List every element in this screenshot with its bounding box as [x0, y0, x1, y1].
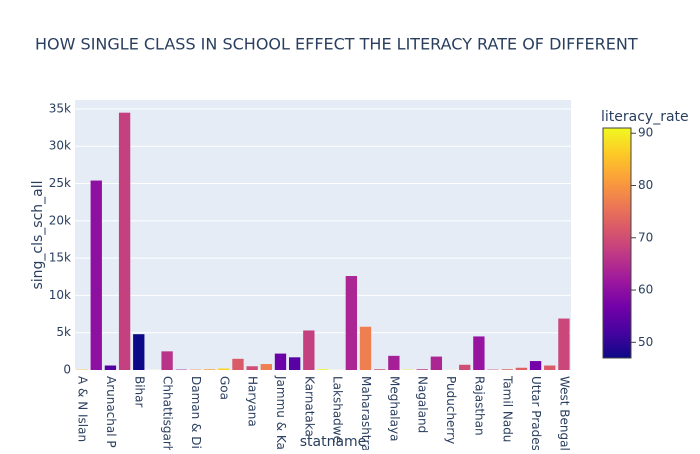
- colorbar-title: literacy_rate: [601, 109, 689, 125]
- y-tick-label: 20k: [49, 213, 71, 227]
- x-tick-label: Arunachal P: [104, 376, 118, 448]
- bar: [317, 369, 328, 370]
- x-tick-label: Uttar Prades: [529, 376, 543, 450]
- bar: [261, 364, 272, 370]
- x-tick-label: Haryana: [246, 376, 260, 427]
- y-tick-label: 10k: [49, 288, 71, 302]
- x-tick-label: Goa: [217, 376, 231, 400]
- bar: [218, 369, 229, 370]
- x-tick-label: Maharashtra: [359, 376, 373, 450]
- plot-area: [75, 100, 571, 370]
- bar: [473, 336, 484, 370]
- x-tick-label: A & N Islan: [76, 376, 90, 442]
- colorbar: [603, 128, 631, 358]
- bar: [246, 366, 257, 370]
- colorbar-tick-label: 90: [638, 126, 653, 140]
- chart-title: HOW SINGLE CLASS IN SCHOOL EFFECT THE LI…: [35, 35, 638, 54]
- x-tick-label: West Bengal: [557, 376, 571, 450]
- x-tick-label: Puducherry: [444, 376, 458, 444]
- y-tick-label: 15k: [49, 251, 71, 265]
- x-tick-label: Meghalaya: [387, 376, 401, 441]
- bar: [558, 319, 569, 370]
- bar: [388, 356, 399, 370]
- bar: [119, 113, 130, 370]
- y-tick-label: 35k: [49, 101, 71, 115]
- x-tick-label: Nagaland: [416, 376, 430, 433]
- bar: [417, 369, 428, 370]
- y-axis-title: sing_cls_sch_all: [30, 180, 46, 289]
- bar: [374, 369, 385, 370]
- bar: [530, 361, 541, 370]
- bar: [232, 359, 243, 370]
- x-tick-label: Jammu & Ka: [274, 375, 288, 450]
- bar: [459, 365, 470, 370]
- colorbar-tick-label: 60: [638, 283, 653, 297]
- x-tick-label: Bihar: [132, 376, 146, 408]
- x-tick-label: Tamil Nadu: [501, 375, 515, 442]
- bar: [346, 276, 357, 370]
- bar: [105, 366, 116, 370]
- bar: [204, 369, 215, 370]
- colorbar-tick-label: 80: [638, 178, 653, 192]
- bar: [289, 357, 300, 370]
- bar: [133, 334, 144, 370]
- bar: [516, 368, 527, 370]
- bar: [360, 327, 371, 370]
- x-tick-label: Rajasthan: [472, 376, 486, 436]
- y-tick-label: 0: [63, 363, 71, 377]
- y-tick-label: 25k: [49, 176, 71, 190]
- x-tick-label: Chhattisgarh: [161, 376, 175, 450]
- bar: [544, 366, 555, 370]
- bar: [431, 357, 442, 370]
- x-tick-label: Karnataka: [302, 376, 316, 437]
- bar: [91, 181, 102, 370]
- colorbar-tick-label: 70: [638, 230, 653, 244]
- bar: [303, 330, 314, 370]
- bar: [502, 369, 513, 370]
- bar: [161, 351, 172, 370]
- bar: [275, 354, 286, 370]
- y-tick-label: 5k: [56, 325, 71, 339]
- x-tick-label: Daman & Di: [189, 376, 203, 449]
- y-tick-label: 30k: [49, 139, 71, 153]
- colorbar-tick-label: 50: [638, 335, 653, 349]
- x-tick-label: Lakshadwe: [331, 376, 345, 443]
